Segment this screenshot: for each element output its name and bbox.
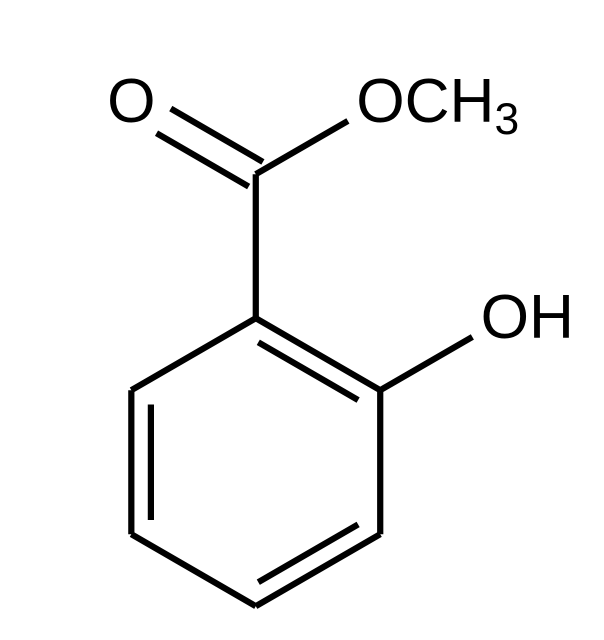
bond-C1-O1-b: [157, 133, 249, 186]
bond-C7-C2: [131, 318, 255, 390]
atom-label-O2: OCH3: [356, 67, 519, 143]
bond-C3-O3: [380, 337, 472, 390]
bond-C5-C6: [131, 534, 255, 606]
atom-label-O1: O: [107, 67, 155, 136]
bond-C1-O1-a: [171, 109, 263, 162]
atom-label-O3: OH: [481, 283, 574, 352]
molecule-diagram: O OCH3 OH: [0, 0, 604, 640]
bond-C1-O2: [256, 121, 348, 174]
